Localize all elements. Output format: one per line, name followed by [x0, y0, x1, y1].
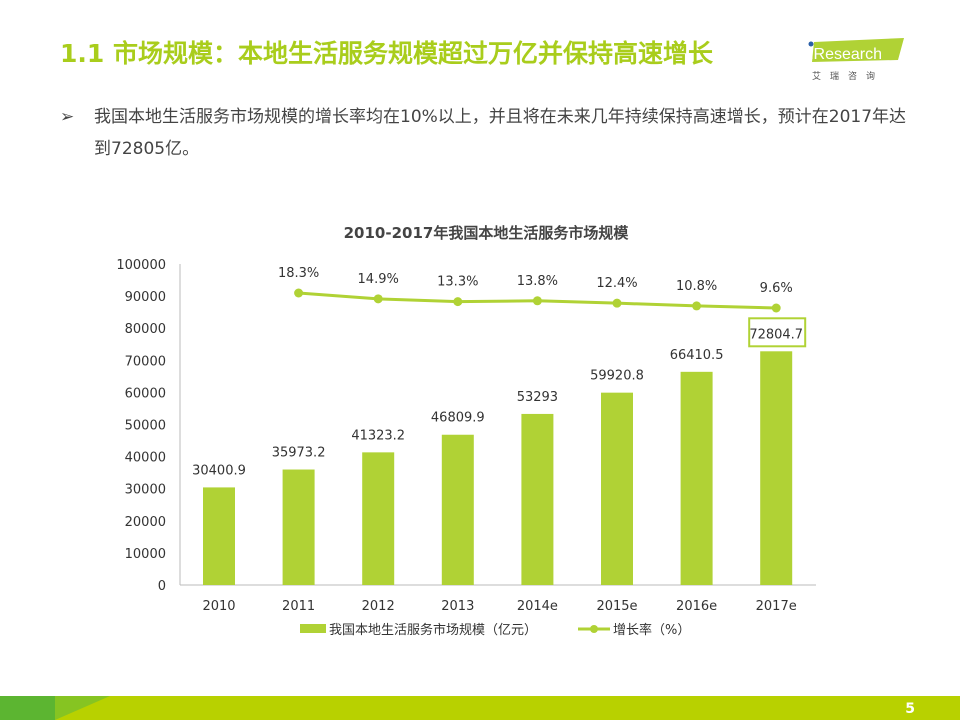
svg-text:艾 瑞 咨 询: 艾 瑞 咨 询 [812, 70, 875, 82]
bar [760, 351, 793, 585]
line-data-label: 9.6% [760, 281, 793, 296]
y-tick-label: 10000 [125, 547, 166, 562]
arrow-bullet-icon: ➢ [60, 107, 75, 127]
y-tick-label: 60000 [125, 386, 166, 401]
footer-bar [0, 696, 960, 720]
bar [441, 434, 474, 585]
x-tick-label: 2017e [756, 599, 797, 614]
svg-text:iResearch: iResearch [810, 46, 882, 63]
bullet-point: ➢ 我国本地生活服务市场规模的增长率均在10%以上，并且将在未来几年持续保持高速… [60, 101, 910, 165]
page-number: 5 [905, 701, 915, 717]
highlight-box [748, 317, 807, 348]
bar [203, 487, 235, 585]
bar-data-label: 30400.9 [192, 463, 246, 478]
line-point [373, 294, 383, 304]
iresearch-logo: iResearch 艾 瑞 咨 询 [808, 38, 904, 82]
x-tick-label: 2012 [362, 599, 395, 614]
y-tick-label: 80000 [125, 322, 166, 337]
y-tick-label: 70000 [125, 354, 166, 369]
y-tick-label: 40000 [125, 451, 166, 466]
legend-bar-swatch [300, 624, 326, 633]
chart-title: 2010-2017年我国本地生活服务市场规模 [344, 224, 630, 242]
legend-line-marker [590, 625, 598, 633]
bullet-text: 我国本地生活服务市场规模的增长率均在10%以上，并且将在未来几年持续保持高速增长… [94, 107, 907, 159]
y-tick-label: 20000 [125, 515, 166, 530]
line-data-label: 10.8% [676, 279, 717, 294]
x-tick-label: 2015e [596, 599, 637, 614]
x-tick-label: 2016e [676, 599, 717, 614]
y-tick-label: 30000 [125, 483, 166, 498]
x-tick-label: 2013 [441, 599, 474, 614]
bar [601, 392, 633, 585]
bar [521, 413, 554, 585]
line-data-label: 13.8% [517, 274, 558, 289]
bar-data-label: 59920.8 [590, 369, 644, 384]
line-data-label: 14.9% [358, 272, 399, 287]
page-title: 1.1 市场规模：本地生活服务规模超过万亿并保持高速增长 [60, 39, 713, 68]
bar-data-label: 72804.7 [749, 327, 803, 342]
footer-decoration [0, 696, 110, 720]
bar-data-label: 46809.9 [431, 411, 485, 426]
x-tick-label: 2011 [282, 599, 315, 614]
bar [362, 452, 395, 585]
line-data-label: 12.4% [596, 276, 637, 291]
y-tick-label: 100000 [116, 258, 166, 273]
line-point [612, 298, 622, 308]
legend-bar-label: 我国本地生活服务市场规模（亿元） [329, 622, 537, 638]
line-data-label: 18.3% [278, 266, 319, 281]
legend-line-label: 增长率（%） [613, 622, 690, 638]
line-point [294, 288, 304, 298]
y-tick-label: 0 [158, 579, 166, 594]
line-point [692, 301, 702, 311]
y-tick-label: 90000 [125, 290, 166, 305]
line-point [532, 296, 542, 306]
y-tick-label: 50000 [125, 419, 166, 434]
bar [282, 469, 315, 585]
line-point [453, 297, 463, 307]
bar-data-label: 41323.2 [351, 428, 405, 443]
legend: 我国本地生活服务市场规模（亿元） 增长率（%） [300, 622, 690, 638]
line-point [771, 303, 781, 313]
bar-data-label: 35973.2 [272, 446, 326, 461]
x-tick-label: 2010 [202, 599, 235, 614]
x-tick-label: 2014e [517, 599, 558, 614]
line-data-label: 13.3% [437, 275, 478, 290]
bar-data-label: 66410.5 [670, 348, 724, 363]
bar [680, 371, 713, 585]
bar-data-label: 53293 [517, 390, 558, 405]
